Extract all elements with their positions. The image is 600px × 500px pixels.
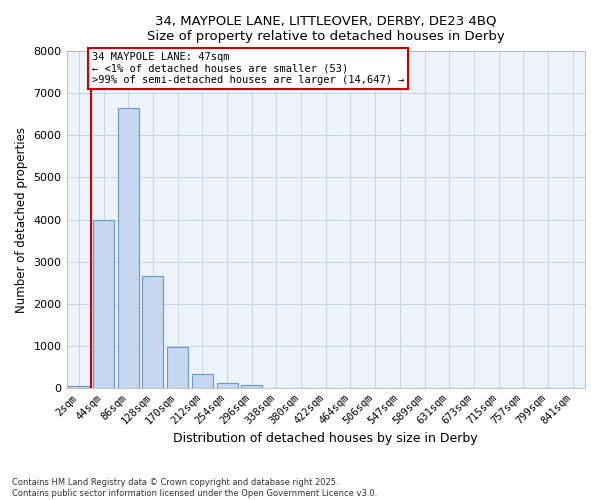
Bar [142, 276, 163, 388]
Bar [167, 347, 188, 388]
Title: 34, MAYPOLE LANE, LITTLEOVER, DERBY, DE23 4BQ
Size of property relative to detac: 34, MAYPOLE LANE, LITTLEOVER, DERBY, DE2… [147, 15, 505, 43]
Bar [241, 384, 262, 388]
Bar [68, 386, 89, 388]
Bar [217, 383, 238, 388]
Text: 34 MAYPOLE LANE: 47sqm
← <1% of detached houses are smaller (53)
>99% of semi-de: 34 MAYPOLE LANE: 47sqm ← <1% of detached… [92, 52, 404, 85]
Y-axis label: Number of detached properties: Number of detached properties [15, 126, 28, 312]
X-axis label: Distribution of detached houses by size in Derby: Distribution of detached houses by size … [173, 432, 478, 445]
Bar [192, 374, 213, 388]
Bar [118, 108, 139, 388]
Text: Contains HM Land Registry data © Crown copyright and database right 2025.
Contai: Contains HM Land Registry data © Crown c… [12, 478, 377, 498]
Bar [93, 220, 114, 388]
